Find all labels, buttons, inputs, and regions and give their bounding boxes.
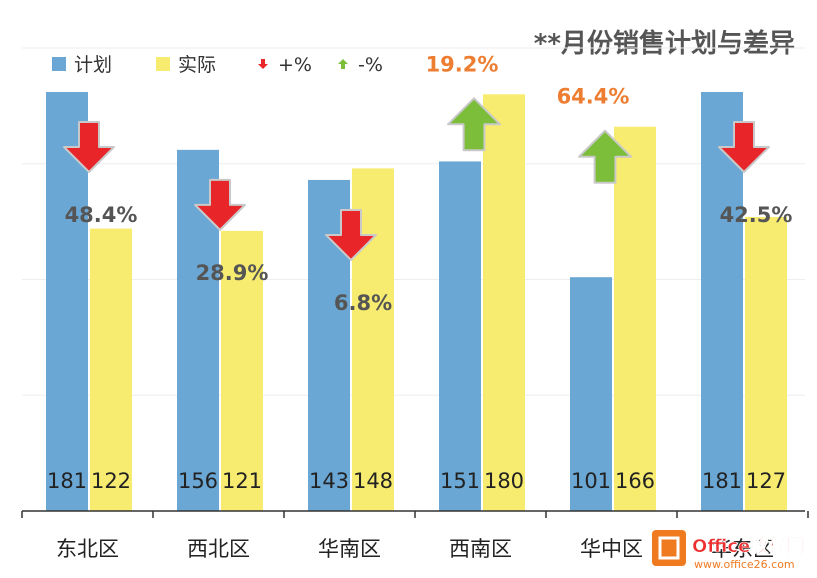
variance-label: 42.5% [720,203,793,227]
category-labels: 东北区 西北区 华南区 西南区 华中区 华东区 [56,537,774,561]
legend: 计划 实际 +% -% [52,54,383,76]
bar-plan [439,161,481,511]
value-label-actual: 127 [746,469,786,493]
value-label-plan: 101 [571,469,611,493]
category-label: 西北区 [187,537,250,561]
variance-up-arrow-icon [447,97,501,152]
value-label-plan: 181 [47,469,87,493]
bar-actual [483,94,525,512]
bar-actual [221,230,263,511]
value-label-plan: 143 [309,469,349,493]
legend-swatch [52,57,66,71]
bars [46,91,787,512]
variance-label: 48.4% [65,203,138,227]
variance-label: 64.4% [557,85,630,109]
bar-actual [745,216,787,511]
watermark-brand: Office教程网 [692,535,804,557]
variance-up-arrow-icon [578,129,632,184]
category-label: 华南区 [318,537,381,561]
value-label-plan: 181 [702,469,742,493]
legend-label: -% [358,54,383,76]
value-label-plan: 151 [440,469,480,493]
gridlines [22,47,805,396]
variance-arrows [63,97,770,261]
variance-label: 6.8% [334,291,392,315]
value-label-plan: 156 [178,469,218,493]
variance-label: 19.2% [426,52,499,76]
category-label: 西南区 [449,537,512,561]
office-logo-icon [652,530,686,566]
chart-title: **月份销售计划与差异 [534,28,795,59]
legend-label: 实际 [178,54,216,76]
variance-down-arrow-icon [194,178,246,231]
legend-label: 计划 [74,54,112,76]
watermark-url: www.office26.com [694,558,795,571]
value-label-actual: 180 [484,469,524,493]
x-axis-ticks [21,511,809,518]
category-label: 华东区 [711,537,774,561]
legend-swatch [156,57,170,71]
value-label-actual: 121 [222,469,262,493]
legend-label: +% [278,54,312,76]
category-label: 东北区 [56,537,119,561]
value-label-actual: 166 [615,469,655,493]
office-logo-mark [658,536,680,560]
bar-actual [614,126,656,512]
variance-down-arrow-icon [718,120,770,173]
variance-down-arrow-icon [63,120,115,173]
legend-arrow-icon [338,59,348,69]
variance-down-arrow-icon [325,208,377,261]
value-label-actual: 122 [91,469,131,493]
bar-plan [570,277,612,511]
category-label: 华中区 [580,537,643,561]
variance-label: 28.9% [196,261,269,285]
legend-arrow-icon [258,59,268,69]
value-label-actual: 148 [353,469,393,493]
bar-actual [90,228,132,511]
